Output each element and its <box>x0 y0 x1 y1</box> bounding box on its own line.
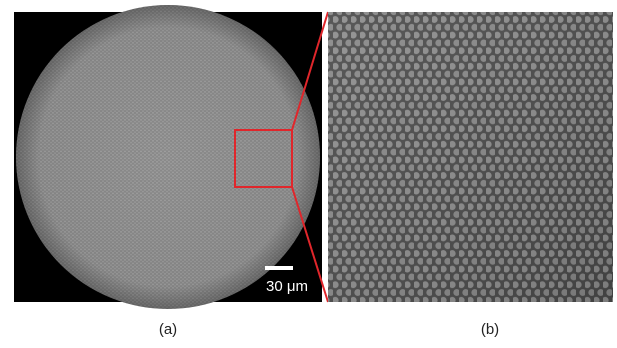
panel-label: (b) <box>481 321 499 338</box>
scale-bar <box>265 266 293 270</box>
zoom-shade <box>328 12 613 302</box>
figure: 30 μm (a) (b) <box>0 0 617 343</box>
panel-label: (a) <box>159 321 177 338</box>
panel-a: 30 μm <box>14 5 322 309</box>
panel-b <box>328 12 613 302</box>
scale-bar-label: 30 μm <box>266 278 308 295</box>
fiber-shade <box>16 5 320 309</box>
